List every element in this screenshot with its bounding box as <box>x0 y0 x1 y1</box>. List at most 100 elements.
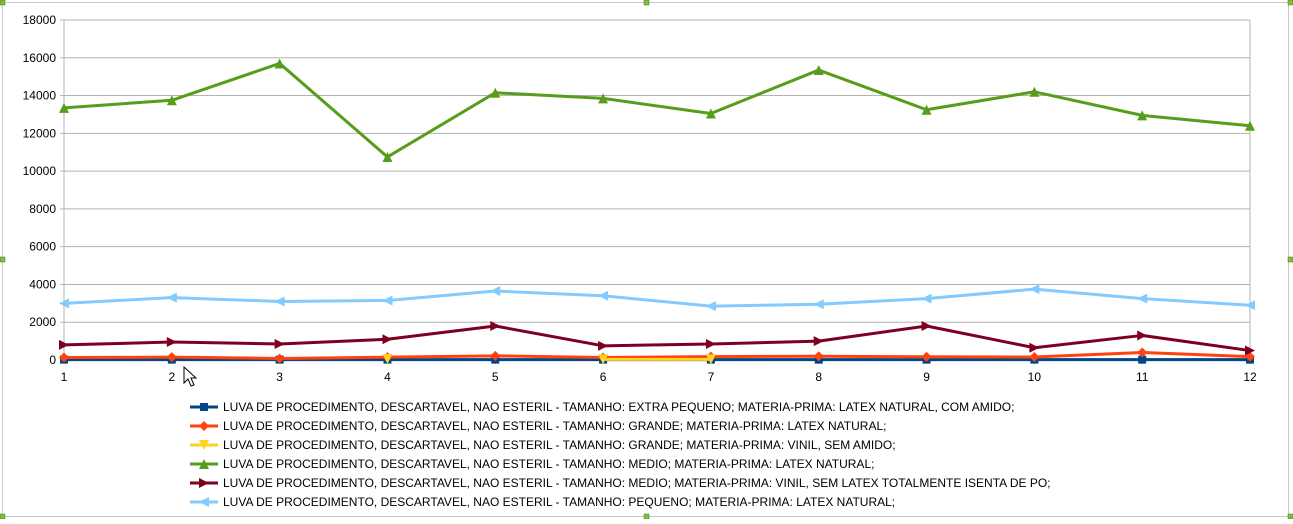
data-point-5-4 <box>490 286 501 297</box>
data-point-4-11 <box>1245 345 1255 356</box>
data-point-5-1 <box>166 292 177 303</box>
x-tick-label: 7 <box>708 370 715 384</box>
selection-handle-bottom-right[interactable] <box>1287 513 1293 520</box>
legend-entry-3: LUVA DE PROCEDIMENTO, DESCARTAVEL, NAO E… <box>190 457 874 471</box>
selection-handle-bottom-center[interactable] <box>643 513 650 520</box>
legend-label: LUVA DE PROCEDIMENTO, DESCARTAVEL, NAO E… <box>223 400 1014 414</box>
data-point-2-3 <box>382 354 393 365</box>
data-point-5-5 <box>598 290 609 301</box>
mouse-cursor-icon <box>183 365 198 387</box>
data-point-5-10 <box>1137 293 1148 304</box>
legend-marker-0 <box>200 403 208 411</box>
data-point-1-9 <box>1029 351 1040 362</box>
y-tick-label: 8000 <box>29 202 56 216</box>
x-tick-label: 1 <box>61 370 68 384</box>
series-line-1-0 <box>63 350 1251 360</box>
x-tick-label: 2 <box>168 370 175 384</box>
x-tick-label: 3 <box>276 370 283 384</box>
data-point-3-7 <box>813 65 824 76</box>
data-point-4-9 <box>1029 342 1040 353</box>
x-tick-label: 10 <box>1028 370 1042 384</box>
data-point-5-6 <box>705 301 716 312</box>
y-tick-label: 12000 <box>23 126 57 140</box>
legend-entry-5: LUVA DE PROCEDIMENTO, DESCARTAVEL, NAO E… <box>190 495 895 509</box>
data-point-4-1 <box>166 337 177 348</box>
data-point-3-11 <box>1245 120 1255 131</box>
selection-handle-middle-right[interactable] <box>1287 256 1293 263</box>
x-tick-label: 12 <box>1243 370 1257 384</box>
x-tick-label: 4 <box>384 370 391 384</box>
legend-marker-2 <box>199 440 209 450</box>
data-point-3-4 <box>490 87 501 98</box>
data-point-4-3 <box>382 334 393 345</box>
data-point-5-8 <box>921 293 932 304</box>
x-tick-label: 9 <box>923 370 930 384</box>
y-tick-label: 2000 <box>29 315 56 329</box>
data-point-3-9 <box>1029 86 1040 97</box>
legend-entry-0: LUVA DE PROCEDIMENTO, DESCARTAVEL, NAO E… <box>190 400 1014 414</box>
data-point-1-8 <box>921 351 932 362</box>
legend-marker-4 <box>199 478 209 488</box>
data-series <box>59 58 1255 365</box>
x-tick-label: 11 <box>1136 370 1149 384</box>
data-point-4-2 <box>274 338 285 349</box>
data-point-0-10 <box>1138 355 1147 364</box>
legend-marker-5 <box>199 497 209 507</box>
selection-handle-top-left[interactable] <box>0 0 6 6</box>
data-point-4-0 <box>59 339 69 350</box>
data-point-3-8 <box>921 104 932 115</box>
data-point-3-2 <box>274 58 285 69</box>
data-point-3-6 <box>705 108 716 119</box>
data-point-5-2 <box>274 296 285 307</box>
y-tick-label: 4000 <box>29 277 56 291</box>
data-point-2-6 <box>705 354 716 365</box>
data-point-4-10 <box>1137 330 1148 341</box>
legend-entry-1: LUVA DE PROCEDIMENTO, DESCARTAVEL, NAO E… <box>190 419 886 433</box>
legend-label: LUVA DE PROCEDIMENTO, DESCARTAVEL, NAO E… <box>223 419 886 433</box>
x-tick-label: 6 <box>600 370 607 384</box>
y-tick-label: 18000 <box>23 13 57 27</box>
data-point-5-0 <box>59 298 69 309</box>
y-tick-label: 6000 <box>29 240 56 254</box>
selection-handle-top-right[interactable] <box>1287 0 1293 6</box>
legend-label: LUVA DE PROCEDIMENTO, DESCARTAVEL, NAO E… <box>223 438 896 452</box>
data-point-1-7 <box>813 351 824 362</box>
series-3 <box>59 58 1255 162</box>
y-tick-label: 14000 <box>23 89 57 103</box>
data-point-5-9 <box>1029 284 1040 295</box>
data-point-2-5 <box>598 354 609 365</box>
legend-label: LUVA DE PROCEDIMENTO, DESCARTAVEL, NAO E… <box>223 457 874 471</box>
legend-label: LUVA DE PROCEDIMENTO, DESCARTAVEL, NAO E… <box>223 495 895 509</box>
selection-handle-top-center[interactable] <box>643 0 650 6</box>
data-point-4-7 <box>813 336 824 347</box>
x-tick-label: 5 <box>492 370 499 384</box>
data-point-4-5 <box>598 340 609 351</box>
y-tick-label: 0 <box>49 353 56 367</box>
series-2 <box>382 354 716 365</box>
data-point-3-10 <box>1137 110 1148 121</box>
series-5 <box>59 284 1255 312</box>
selection-handle-middle-left[interactable] <box>0 256 6 263</box>
data-point-4-4 <box>490 321 501 331</box>
data-point-5-3 <box>382 295 393 306</box>
legend-entry-4: LUVA DE PROCEDIMENTO, DESCARTAVEL, NAO E… <box>190 476 1051 490</box>
data-point-3-5 <box>598 93 609 104</box>
data-point-3-0 <box>59 102 69 113</box>
data-point-1-10 <box>1137 347 1148 358</box>
data-point-5-11 <box>1245 300 1255 311</box>
legend-marker-1 <box>199 421 209 431</box>
data-point-5-7 <box>813 299 824 310</box>
legend: LUVA DE PROCEDIMENTO, DESCARTAVEL, NAO E… <box>190 400 1051 509</box>
data-point-3-1 <box>166 95 177 106</box>
x-tick-label: 8 <box>815 370 822 384</box>
y-tick-label: 16000 <box>23 51 57 65</box>
data-point-1-4 <box>490 350 501 361</box>
selection-handle-bottom-left[interactable] <box>0 513 6 520</box>
legend-entry-2: LUVA DE PROCEDIMENTO, DESCARTAVEL, NAO E… <box>190 438 896 452</box>
data-point-1-2 <box>274 353 285 364</box>
grid-lines <box>64 19 1250 361</box>
legend-marker-3 <box>199 459 209 469</box>
y-tick-label: 10000 <box>23 164 57 178</box>
